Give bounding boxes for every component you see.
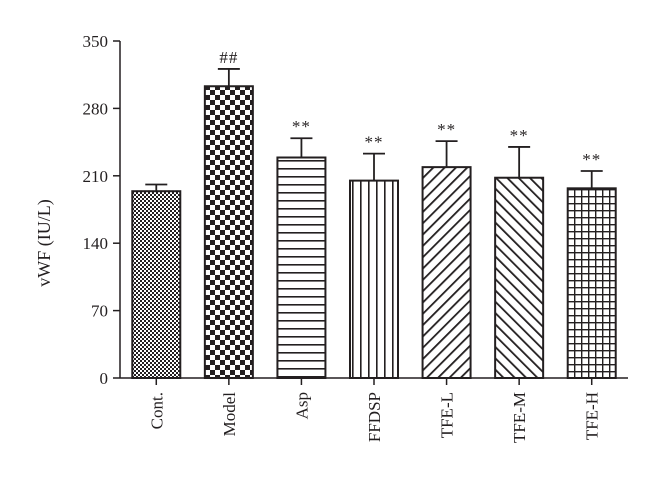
significance-label-2: ** xyxy=(292,117,311,136)
labels: 0 70 140 210 280 350 Cont. ## Model ** Asp ** FFDSP *… xyxy=(83,32,602,443)
bar-4 xyxy=(421,166,472,379)
category-label-0: Cont. xyxy=(147,392,166,429)
bar-0 xyxy=(131,190,182,379)
significance-label-4: ** xyxy=(437,120,456,139)
significance-label-1: ## xyxy=(219,48,238,67)
bar-2 xyxy=(276,156,327,379)
category-label-4: TFE-L xyxy=(438,392,457,438)
significance-label-6: ** xyxy=(582,150,601,169)
significance-label-5: ** xyxy=(510,126,529,145)
y-tick-label-0: 0 xyxy=(100,369,109,388)
bar-5 xyxy=(494,176,545,379)
y-tick-label-3: 210 xyxy=(83,167,109,186)
category-label-1: Model xyxy=(220,392,239,437)
bar-6 xyxy=(566,187,617,379)
bar-3 xyxy=(349,179,399,379)
bars xyxy=(131,68,617,380)
significance-label-3: ** xyxy=(365,133,384,152)
category-label-3: FFDSP xyxy=(365,392,384,442)
y-tick-label-1: 70 xyxy=(91,302,108,321)
bar-1 xyxy=(203,85,254,380)
category-label-5: TFE-M xyxy=(510,392,529,443)
y-tick-label-2: 140 xyxy=(83,234,109,253)
category-label-2: Asp xyxy=(292,392,311,419)
category-label-6: TFE-H xyxy=(583,392,602,440)
y-tick-label-5: 350 xyxy=(83,32,109,51)
y-axis-label: vWF (IU/L) xyxy=(34,199,55,286)
y-tick-label-4: 280 xyxy=(83,99,109,118)
